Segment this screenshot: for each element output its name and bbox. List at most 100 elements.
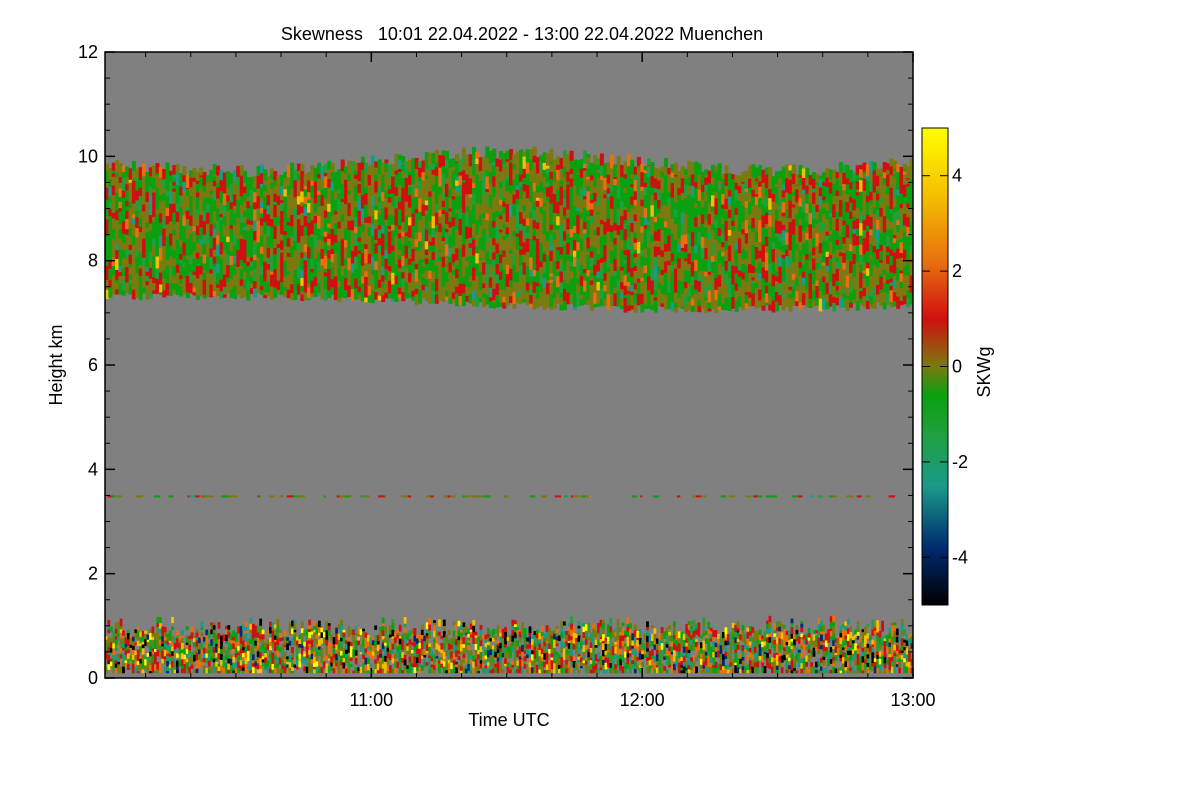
heatmap-cell [115, 182, 120, 193]
heatmap-cell [448, 256, 453, 263]
heatmap-cell [323, 236, 328, 243]
heatmap-cell [717, 183, 722, 187]
heatmap-cell [670, 281, 675, 293]
heatmap-cell [166, 666, 169, 671]
heatmap-cell [606, 283, 611, 295]
heatmap-cell [812, 247, 816, 251]
heatmap-cell [862, 229, 867, 236]
heatmap-cell [317, 162, 322, 174]
heatmap-cell [441, 286, 446, 297]
heatmap-cell [198, 649, 201, 655]
heatmap-cell [775, 219, 779, 234]
heatmap-cell [141, 667, 145, 670]
heatmap-cell [163, 655, 167, 660]
heatmap-cell [451, 220, 456, 227]
heatmap-cell [734, 282, 739, 291]
heatmap-cell [778, 277, 783, 284]
heatmap-cell [865, 195, 870, 203]
heatmap-cell [573, 250, 577, 257]
heatmap-cell [414, 203, 419, 209]
heatmap-cell [764, 196, 769, 207]
heatmap-cell [128, 283, 133, 295]
heatmap-cell [387, 292, 392, 299]
heatmap-cell [485, 219, 490, 230]
heatmap-cell [411, 225, 416, 239]
heatmap-cell [569, 300, 574, 305]
heatmap-cell [226, 254, 231, 266]
heatmap-cell [217, 670, 221, 674]
heatmap-cell [195, 208, 200, 217]
heatmap-cell [869, 169, 874, 181]
heatmap-cell [559, 235, 564, 247]
heatmap-cell [717, 235, 722, 243]
heatmap-cell [889, 208, 894, 212]
heatmap-cell [182, 225, 187, 231]
heatmap-cell [227, 652, 231, 659]
heatmap-cell [337, 173, 342, 180]
heatmap-cell [195, 659, 199, 667]
heatmap-cell [721, 255, 726, 267]
heatmap-cell [256, 166, 261, 174]
heatmap-cell [660, 205, 665, 219]
heatmap-cell [179, 195, 184, 204]
heatmap-cell [906, 262, 911, 270]
heatmap-cell [215, 639, 218, 644]
heatmap-cell [509, 168, 513, 177]
heatmap-cell [791, 268, 796, 274]
heatmap-cell [700, 191, 705, 200]
heatmap-cell [227, 647, 231, 650]
heatmap-cell [253, 175, 258, 189]
heatmap-cell [300, 245, 305, 253]
heatmap-cell [146, 656, 150, 662]
heatmap-cell [441, 150, 446, 156]
heatmap-cell [134, 629, 138, 633]
heatmap-cell [377, 229, 382, 239]
heatmap-cell [144, 658, 147, 666]
heatmap-cell [253, 280, 258, 289]
heatmap-cell [636, 266, 641, 279]
heatmap-cell [485, 241, 490, 252]
heatmap-cell [151, 639, 155, 644]
heatmap-cell [455, 176, 460, 181]
heatmap-cell [781, 189, 786, 198]
heatmap-cell [835, 294, 840, 298]
heatmap-cell [212, 646, 216, 653]
heatmap-cell [785, 198, 790, 203]
heatmap-cell [327, 233, 332, 239]
heatmap-cell [438, 231, 443, 241]
heatmap-cell [690, 251, 695, 262]
heatmap-cell [313, 202, 318, 213]
heatmap-cell [131, 645, 135, 650]
heatmap-cell [220, 641, 223, 645]
heatmap-cell [855, 235, 860, 246]
heatmap-cell [357, 286, 362, 293]
heatmap-cell [195, 657, 199, 661]
heatmap-cell [882, 291, 887, 303]
heatmap-cell [411, 175, 416, 184]
heatmap-cell [108, 195, 113, 202]
heatmap-cell [822, 275, 827, 283]
heatmap-cell [414, 231, 419, 240]
heatmap-cell [165, 223, 170, 237]
heatmap-cell [354, 278, 359, 289]
heatmap-cell [119, 632, 123, 639]
heatmap-cell [896, 270, 901, 281]
heatmap-cell [899, 207, 904, 221]
heatmap-cell [105, 235, 109, 245]
heatmap-cell [535, 185, 540, 193]
heatmap-cell [337, 287, 342, 299]
heatmap-cell [333, 222, 338, 235]
heatmap-cell [206, 196, 210, 205]
heatmap-cell [596, 226, 601, 236]
heatmap-cell [791, 227, 796, 235]
heatmap-cell [879, 250, 884, 261]
heatmap-cell [862, 291, 867, 297]
heatmap-cell [258, 495, 261, 498]
heatmap-cell [684, 287, 689, 296]
heatmap-cell [785, 192, 790, 200]
heatmap-cell [579, 218, 584, 227]
heatmap-cell [190, 657, 194, 665]
heatmap-cell [276, 215, 281, 221]
heatmap-cell [206, 175, 210, 183]
heatmap-cell [653, 278, 658, 290]
